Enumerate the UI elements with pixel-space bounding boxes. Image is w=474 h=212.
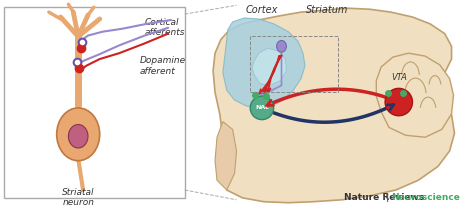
Text: |: | xyxy=(386,193,389,202)
Circle shape xyxy=(250,96,273,120)
Circle shape xyxy=(385,88,412,116)
Bar xyxy=(250,36,338,92)
Text: Neuroscience: Neuroscience xyxy=(391,193,460,202)
Text: Striatal
neuron: Striatal neuron xyxy=(62,188,94,208)
Text: Striatum: Striatum xyxy=(306,5,348,15)
Text: Nature Reviews: Nature Reviews xyxy=(344,193,424,202)
Ellipse shape xyxy=(68,124,88,148)
Text: Cortical
afferents: Cortical afferents xyxy=(145,18,185,38)
Text: Dopamine
afferent: Dopamine afferent xyxy=(140,56,186,76)
Polygon shape xyxy=(215,122,237,190)
Polygon shape xyxy=(376,53,454,137)
Text: NAc: NAc xyxy=(255,105,269,110)
Text: Cortex: Cortex xyxy=(246,5,278,15)
Polygon shape xyxy=(213,8,455,203)
Ellipse shape xyxy=(277,40,286,52)
Bar xyxy=(4,7,185,198)
Text: VTA: VTA xyxy=(391,74,407,82)
Polygon shape xyxy=(223,18,305,108)
Ellipse shape xyxy=(57,108,100,161)
Polygon shape xyxy=(252,48,286,85)
